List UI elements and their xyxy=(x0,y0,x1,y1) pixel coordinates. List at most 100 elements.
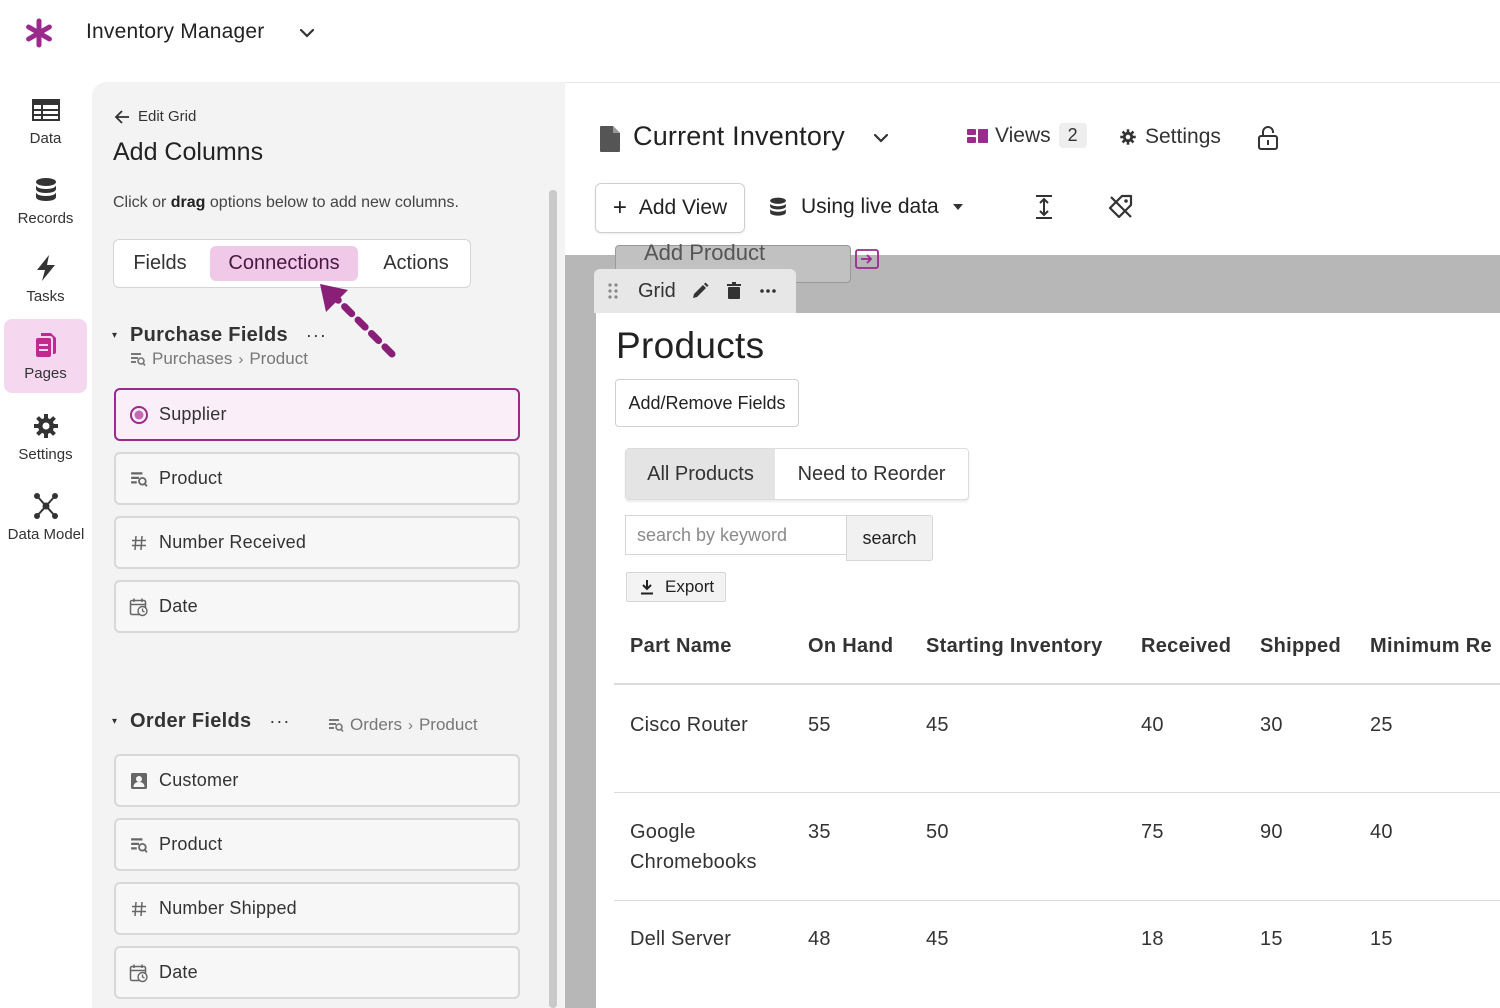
chevron-down-icon[interactable] xyxy=(296,22,318,44)
purchase-fields-header[interactable]: ▾ Purchase Fields ··· xyxy=(112,324,327,347)
section-title: Order Fields xyxy=(130,710,252,732)
add-remove-fields-button[interactable]: Add/Remove Fields xyxy=(615,379,799,427)
part-name-line: Dell Server xyxy=(630,928,732,950)
field-date[interactable]: Date xyxy=(114,580,520,633)
app-title[interactable]: Inventory Manager xyxy=(86,20,265,43)
page-header: Current Inventory Views 2 Settings + Add… xyxy=(565,82,1500,255)
lock-icon[interactable] xyxy=(1257,125,1279,151)
nav-item-data-model[interactable]: Data Model xyxy=(0,480,92,554)
hint-text-pre: Click or xyxy=(113,194,171,211)
nav-item-settings[interactable]: Settings xyxy=(4,400,87,474)
cell-on-hand: 35 xyxy=(808,821,831,843)
hint-text-bold: drag xyxy=(170,194,206,211)
database-icon xyxy=(770,197,786,216)
drag-handle-icon[interactable] xyxy=(606,282,620,300)
path-from: Orders xyxy=(350,715,402,734)
cell-minimum: 25 xyxy=(1370,714,1393,736)
tab-need-to-reorder[interactable]: Need to Reorder xyxy=(797,463,946,485)
nav-label: Records xyxy=(17,210,74,227)
connection-icon xyxy=(129,835,149,855)
pencil-icon[interactable] xyxy=(690,281,710,301)
views-button[interactable]: Views 2 xyxy=(967,123,1087,148)
nav-item-records[interactable]: Records xyxy=(4,164,87,238)
column-header-shipped[interactable]: Shipped xyxy=(1260,635,1341,657)
add-view-label: Add View xyxy=(638,196,728,219)
design-off-icon[interactable] xyxy=(1107,193,1135,221)
nav-item-pages[interactable]: Pages xyxy=(4,319,87,393)
arrow-into-box-icon xyxy=(855,249,879,269)
caret-down-icon: ▾ xyxy=(112,329,118,341)
field-label: Supplier xyxy=(159,404,227,424)
drag-hint-arrow-icon xyxy=(320,284,396,358)
nav-item-tasks[interactable]: Tasks xyxy=(4,242,87,316)
column-header-minimum[interactable]: Minimum Re xyxy=(1370,635,1492,657)
live-data-label: Using live data xyxy=(801,195,939,218)
gear-icon xyxy=(1120,129,1136,145)
more-icon[interactable] xyxy=(758,281,778,301)
person-card-icon xyxy=(129,771,149,791)
cell-part-name: Dell Server xyxy=(630,924,731,954)
add-view-button[interactable]: + Add View xyxy=(595,183,745,233)
tab-connections[interactable]: Connections xyxy=(210,246,358,281)
cell-shipped: 15 xyxy=(1260,928,1283,950)
connection-icon xyxy=(329,719,344,732)
live-data-dropdown[interactable]: Using live data xyxy=(767,195,965,219)
expand-height-icon[interactable] xyxy=(1030,193,1058,221)
table-row[interactable]: Cisco Router 55 45 40 30 25 xyxy=(614,685,1500,793)
path-to: Product xyxy=(418,715,478,734)
back-link-label: Edit Grid xyxy=(138,108,197,125)
search-button[interactable]: search xyxy=(846,515,933,561)
nav-item-data[interactable]: Data xyxy=(4,84,87,158)
column-header-received[interactable]: Received xyxy=(1141,635,1232,657)
field-customer[interactable]: Customer xyxy=(114,754,520,807)
trash-icon[interactable] xyxy=(724,281,744,301)
view-title: Products xyxy=(616,325,765,366)
tab-actions[interactable]: Actions xyxy=(383,252,449,274)
cell-received: 18 xyxy=(1141,928,1164,950)
export-label: Export xyxy=(665,577,715,596)
chevron-down-icon[interactable] xyxy=(870,127,892,149)
column-header-part-name[interactable]: Part Name xyxy=(630,635,732,657)
page-title[interactable]: Current Inventory xyxy=(633,121,845,151)
hash-icon xyxy=(129,533,149,553)
field-label: Date xyxy=(159,596,198,616)
nav-label: Settings xyxy=(18,446,73,463)
connection-icon xyxy=(129,469,149,489)
search-input[interactable] xyxy=(625,515,847,555)
table-row[interactable]: Dell Server 48 45 18 15 15 xyxy=(614,901,1500,991)
column-header-starting-inventory[interactable]: Starting Inventory xyxy=(926,635,1103,657)
hint-text-post: options below to add new columns. xyxy=(205,194,459,211)
grid-label: Grid xyxy=(638,279,676,302)
lightning-icon xyxy=(32,254,60,282)
cell-starting: 45 xyxy=(926,714,949,736)
filter-tabs: All Products Need to Reorder xyxy=(625,448,969,500)
field-number-shipped[interactable]: Number Shipped xyxy=(114,882,520,935)
scrollbar-thumb[interactable] xyxy=(549,190,557,1008)
grid-view: Products Add/Remove Fields All Products … xyxy=(596,313,1500,1008)
more-icon[interactable]: ··· xyxy=(269,711,291,731)
row-divider xyxy=(614,900,1500,901)
field-supplier[interactable]: Supplier xyxy=(114,388,520,441)
field-label: Customer xyxy=(159,770,239,790)
caret-down-icon: ▾ xyxy=(112,715,118,727)
tab-fields[interactable]: Fields xyxy=(133,252,187,274)
field-date[interactable]: Date xyxy=(114,946,520,999)
export-button[interactable]: Export xyxy=(626,572,726,602)
connection-icon xyxy=(131,353,146,366)
tab-all-products[interactable]: All Products xyxy=(626,449,775,499)
column-header-on-hand[interactable]: On Hand xyxy=(808,635,894,657)
order-fields-header[interactable]: ▾ Order Fields ··· xyxy=(112,710,290,733)
field-label: Product xyxy=(159,834,223,854)
field-label: Date xyxy=(159,962,198,982)
back-link[interactable]: Edit Grid xyxy=(114,108,196,125)
settings-button[interactable]: Settings xyxy=(1119,125,1221,149)
table-row[interactable]: Google Chromebooks 35 50 75 90 40 xyxy=(614,793,1500,901)
cell-part-name: Google Chromebooks xyxy=(630,817,757,877)
field-product[interactable]: Product xyxy=(114,452,520,505)
panel-scrollbar[interactable] xyxy=(549,190,557,1008)
panel-title: Add Columns xyxy=(113,138,264,166)
more-icon[interactable]: ··· xyxy=(305,325,327,345)
field-product[interactable]: Product xyxy=(114,818,520,871)
field-label: Number Shipped xyxy=(159,898,297,918)
field-number-received[interactable]: Number Received xyxy=(114,516,520,569)
